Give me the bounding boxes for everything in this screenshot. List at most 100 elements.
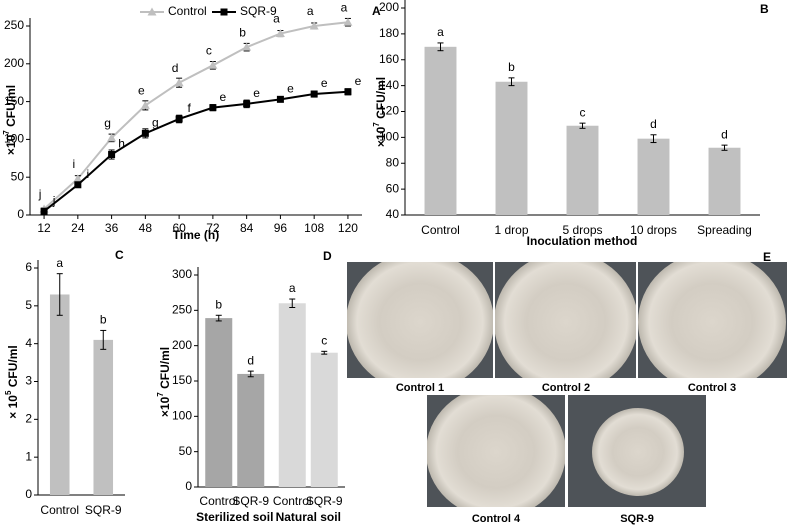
y-tick-label: 2 [25,412,32,426]
y-tick-label: 50 [11,169,25,183]
significance-letter: d [650,117,657,131]
significance-letter: g [152,116,159,130]
x-tick-label: Control [199,494,238,508]
series-line [43,21,349,210]
y-axis-title: ×107 CFU/ml [156,347,172,417]
significance-letter: d [247,353,254,367]
x-tick-label: 1 drop [494,223,528,237]
y-tick-label: 0 [17,207,24,221]
x-axis-title: Time (h) [173,228,219,242]
y-tick-label: 140 [379,78,399,92]
significance-letter: a [56,256,63,270]
x-tick-label: Spreading [697,223,752,237]
y-tick-label: 200 [4,56,24,70]
marker [276,95,284,103]
significance-letter: c [206,43,212,57]
photo-control-4 [427,395,565,507]
x-tick-label: Control [273,494,312,508]
y-axis-title-part: 7 [156,392,165,397]
y-tick-label: 50 [179,444,193,458]
y-axis-title: ×107 CFU/ml [372,77,388,147]
marker [209,104,217,112]
marker [174,78,184,87]
y-tick-label: 0 [185,479,192,493]
y-tick-label: 300 [172,267,192,281]
bar [310,352,338,487]
y-tick-label: 100 [4,132,24,146]
y-tick-label: 150 [172,373,192,387]
panel-label: A [372,4,381,18]
x-tick-label: 10 drops [630,223,677,237]
x-tick-label: Control [40,503,79,517]
significance-letter: b [215,297,222,311]
significance-letter: i [72,157,75,171]
significance-letter: j [52,193,56,207]
significance-letter: b [239,25,246,39]
significance-letter: f [187,101,191,115]
y-tick-label: 40 [386,207,400,221]
y-axis-title-part: 7 [372,122,381,127]
y-tick-label: 200 [379,0,399,14]
y-tick-label: 250 [172,303,192,317]
marker [208,60,218,69]
panel-label: C [115,248,124,262]
group-label: Natural soil [276,510,341,524]
bar [495,81,528,216]
significance-letter: a [307,4,314,18]
y-axis-title-part: CFU/ml [4,85,18,130]
y-tick-label: 150 [4,94,24,108]
photo-caption: Control 2 [542,382,590,394]
series-line [43,90,348,213]
significance-letter: j [38,187,42,201]
x-tick-label: SQR-9 [232,494,269,508]
bar [424,46,457,215]
photo-caption: SQR-9 [620,513,654,525]
x-tick-label: Control [421,223,460,237]
y-tick-label: 4 [25,336,32,350]
y-tick-label: 250 [4,18,24,32]
marker [175,115,183,123]
significance-letter: e [355,74,362,88]
significance-letter: g [104,116,111,130]
significance-letter: h [118,137,125,151]
legend-label: Control [168,4,207,18]
y-axis-title: × 105 CFU/ml [4,345,20,419]
marker [40,207,48,215]
marker [275,29,285,38]
significance-letter: b [508,60,515,74]
bar [49,294,70,495]
x-tick-label: 12 [37,221,51,235]
y-axis-title-part: CFU/ml [374,77,388,122]
y-axis-title-part: CFU/ml [6,345,20,390]
marker [243,100,251,108]
y-tick-label: 60 [386,181,400,195]
y-axis-title-part: ×10 [158,396,172,417]
panel-label: D [323,249,332,263]
y-tick-label: 5 [25,298,32,312]
marker [343,17,353,26]
x-tick-label: SQR-9 [85,503,122,517]
y-tick-label: 100 [172,409,192,423]
photo-caption: Control 1 [396,382,444,394]
marker [344,88,352,96]
panel-label: B [760,2,769,16]
x-tick-label: 72 [206,221,220,235]
significance-letter: e [220,90,227,104]
x-tick-label: SQR-9 [306,494,343,508]
marker [141,129,149,137]
marker [73,174,83,183]
marker [220,8,228,16]
x-tick-label: 24 [71,221,85,235]
significance-letter: e [253,86,260,100]
x-tick-label: 5 drops [562,223,602,237]
bar [93,339,114,495]
bar [708,147,741,215]
x-tick-label: 84 [240,221,254,235]
y-tick-label: 180 [379,26,399,40]
x-tick-label: 108 [304,221,324,235]
significance-letter: a [273,12,280,26]
photo-control-3 [638,262,787,378]
marker [309,21,319,30]
significance-letter: b [100,313,107,327]
marker [74,181,82,189]
